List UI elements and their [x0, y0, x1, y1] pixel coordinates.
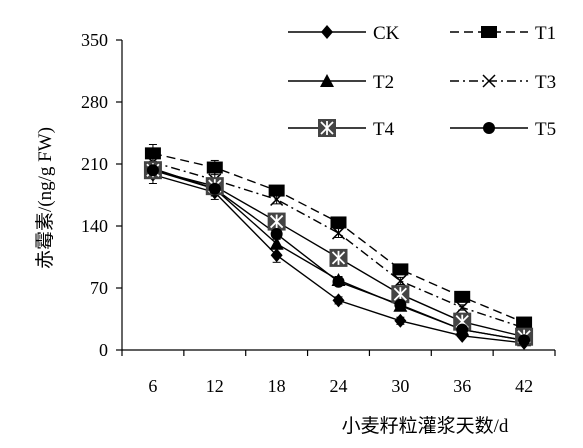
legend-item-t4: T4: [288, 119, 395, 140]
data-point-t1: [144, 147, 161, 160]
y-tick-label: 70: [90, 278, 108, 298]
y-axis-label: 赤霉素/(ng/g FW): [34, 127, 56, 269]
data-point-t5: [146, 164, 159, 177]
data-point-t3: [270, 192, 284, 206]
x-tick-label: 30: [391, 376, 409, 396]
data-point-t3: [455, 300, 469, 315]
data-point-t5: [270, 227, 283, 240]
x-tick-label: 12: [206, 376, 224, 396]
x-tick-label: 6: [148, 376, 157, 396]
data-point-t3: [331, 226, 346, 240]
legend-item-ck: CK: [288, 23, 400, 44]
y-tick-label: 280: [81, 92, 108, 112]
data-point-t1: [268, 184, 285, 197]
x-tick-label: 42: [515, 376, 533, 396]
legend-marker: [321, 25, 333, 39]
data-point-t3: [393, 274, 407, 288]
legend-marker: [320, 74, 334, 87]
data-point-t5: [456, 323, 469, 336]
x-axis-label: 小麦籽粒灌浆天数/d: [342, 415, 509, 437]
legend-label: T4: [373, 119, 395, 140]
legend-label: T1: [535, 23, 556, 44]
y-tick-label: 0: [99, 340, 108, 360]
data-point-ck: [332, 293, 345, 308]
legend-marker: [318, 119, 336, 137]
x-tick-label: 18: [268, 376, 286, 396]
data-point-t1: [516, 316, 533, 329]
legend-label: T5: [535, 119, 556, 140]
legend-marker: [482, 74, 496, 88]
data-point-ck: [394, 313, 407, 328]
legend-item-t5: T5: [450, 119, 556, 140]
data-point-t5: [208, 182, 221, 195]
y-tick-label: 350: [81, 30, 108, 50]
legend-label: T3: [535, 72, 556, 93]
legend: CK T1 T2 T3 T4 T5: [288, 23, 556, 140]
legend-label: CK: [373, 23, 400, 44]
data-point-t5: [332, 275, 345, 288]
data-point-ck: [270, 248, 283, 263]
data-point-t4: [267, 212, 286, 231]
y-tick-label: 210: [81, 154, 108, 174]
x-tick-label: 24: [330, 376, 348, 396]
data-point-t1: [330, 216, 347, 229]
legend-marker: [483, 122, 495, 134]
data-point-t4: [329, 248, 348, 267]
legend-item-t3: T3: [450, 72, 556, 93]
x-tick-label: 36: [453, 376, 471, 396]
legend-item-t1: T1: [450, 23, 556, 44]
data-point-t1: [392, 263, 409, 276]
data-point-t1: [206, 161, 223, 174]
axes: 0 70 140 210 280 350 6 12 18 24 30 36 42: [81, 30, 556, 396]
data-point-t2: [269, 236, 284, 250]
data-markers: [143, 147, 534, 350]
data-point-t1: [454, 290, 471, 303]
legend-marker: [481, 26, 497, 38]
data-point-t5: [518, 334, 531, 347]
legend-label: T2: [373, 72, 394, 93]
y-tick-label: 140: [81, 216, 108, 236]
data-point-t5: [394, 298, 407, 311]
legend-item-t2: T2: [288, 72, 394, 93]
